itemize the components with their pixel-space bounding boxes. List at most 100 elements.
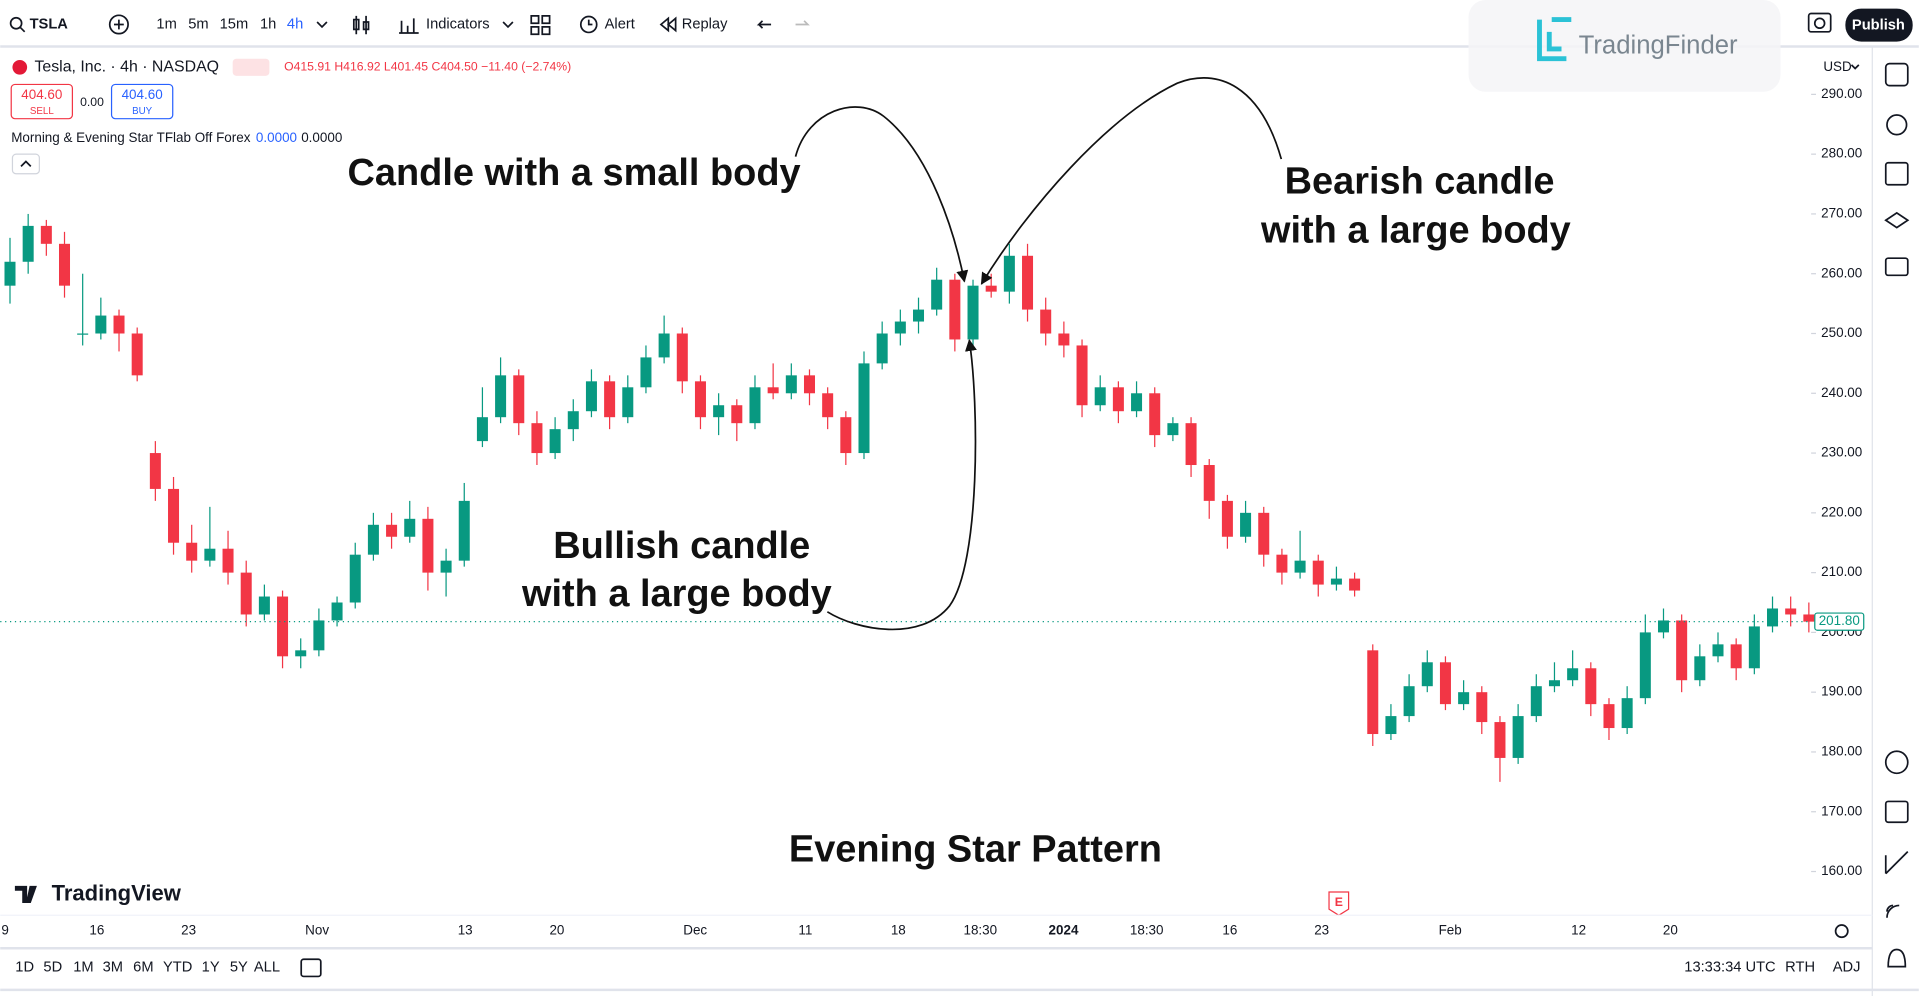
candle-body [1258,512,1270,555]
range-button[interactable]: 1M [73,960,93,976]
sell-price[interactable]: 404.60 [21,87,62,102]
interval-active[interactable]: 4h [287,16,303,32]
range-button[interactable]: 5D [43,960,62,976]
x-tick-label: 16 [1222,923,1237,938]
layouts[interactable] [530,15,551,36]
sell-box[interactable] [10,83,74,120]
candle-body [1548,680,1560,687]
interval[interactable]: 1h [260,16,276,32]
interval[interactable]: 15m [220,16,249,32]
chart-type[interactable] [352,15,370,35]
currency: USD [1823,59,1852,74]
x-tick-label: 23 [1314,923,1329,938]
sidebar-icon[interactable] [1886,114,1908,136]
indicators-button[interactable]: Indicators [426,16,490,32]
y-tick-label: 280.00 [1821,146,1862,161]
annotation: Candle with a small body [348,152,801,194]
candle-body [549,429,561,454]
sidebar-icon[interactable] [1884,161,1909,186]
candle-body [59,243,71,286]
candle-body [1076,345,1088,406]
range-button[interactable]: ALL [254,960,280,976]
ohlc-values: O415.91 H416.92 L401.45 C404.50 −11.40 (… [284,60,571,74]
range-button[interactable]: 1Y [202,960,220,976]
candle-body [1040,309,1052,334]
sidebar-icon[interactable] [1884,750,1909,775]
candle-body [1694,656,1706,681]
candle-body [422,518,434,573]
interval[interactable]: 5m [188,16,208,32]
range-button[interactable]: 3M [103,960,123,976]
candle-body [767,387,779,394]
collapse-legend[interactable] [11,153,40,175]
candle-body [367,524,379,555]
candle-body [95,315,107,334]
buy-label[interactable]: BUY [132,106,153,117]
adjust-button[interactable]: ADJ [1833,960,1861,976]
sidebar-icon[interactable] [1884,257,1909,277]
indicator-value: 0.0000 [301,130,342,145]
candle-body [622,387,634,418]
interval[interactable]: 1m [156,16,176,32]
candle-body [1603,704,1615,729]
candle-body [458,500,470,561]
candle-body [476,417,488,442]
sidebar [1884,62,1910,968]
symbol[interactable]: TSLA [30,16,69,32]
replay-button[interactable]: Replay [682,16,728,32]
y-tick-label: 230.00 [1821,445,1862,460]
publish-label[interactable]: Publish [1852,18,1905,34]
candle-body [1530,686,1542,717]
candle-body [1131,393,1143,412]
candle-body [1003,255,1015,292]
candle-body [749,387,761,424]
date-range[interactable] [300,958,322,978]
buy-price[interactable]: 404.60 [122,87,163,102]
sidebar-icon[interactable] [1884,211,1910,229]
x-tick-label: 23 [181,923,196,938]
sidebar-icon[interactable] [1887,948,1907,968]
axis-settings[interactable] [1834,924,1849,939]
earnings-marker[interactable] [1328,891,1350,916]
candle-body [567,411,579,430]
candle-body [1585,668,1597,705]
publish-button[interactable] [1845,8,1913,42]
sidebar-icon[interactable] [1886,904,1900,918]
search-icon[interactable] [9,16,23,30]
candle-body [386,524,398,537]
sidebar-icon[interactable] [1884,851,1909,875]
range-button[interactable]: 1D [15,960,34,976]
sidebar-icon[interactable] [1884,62,1909,87]
candle-body [913,309,925,322]
sell-label[interactable]: SELL [30,106,54,117]
range-button[interactable]: YTD [163,960,192,976]
earnings-label[interactable]: E [1335,895,1343,909]
candle-body [1748,626,1760,669]
candle-body [258,596,270,615]
candle-body [240,572,252,615]
candle-body [604,381,616,418]
candle-body [295,650,307,657]
buy-box[interactable] [110,83,174,120]
candle-body [495,375,507,418]
candle-body [1403,686,1415,717]
candle-body [713,405,725,418]
candle-body [822,393,834,418]
add-symbol[interactable] [108,14,129,35]
candle-body [1058,333,1070,346]
session-button[interactable]: RTH [1785,960,1815,976]
candle-body [1767,608,1779,627]
candle-body [1657,620,1669,633]
candle-body [222,548,234,573]
y-tick-label: 190.00 [1821,684,1862,699]
snapshot[interactable] [1807,12,1832,33]
candle-body [1276,554,1288,573]
sidebar-icon[interactable] [1884,800,1909,824]
alert-button[interactable]: Alert [605,16,635,32]
candle-body [1439,662,1451,705]
range-button[interactable]: 6M [133,960,153,976]
range-button[interactable]: 5Y [230,960,248,976]
candle-body [531,423,543,454]
candle-body [1203,465,1215,501]
undo[interactable] [756,20,772,29]
